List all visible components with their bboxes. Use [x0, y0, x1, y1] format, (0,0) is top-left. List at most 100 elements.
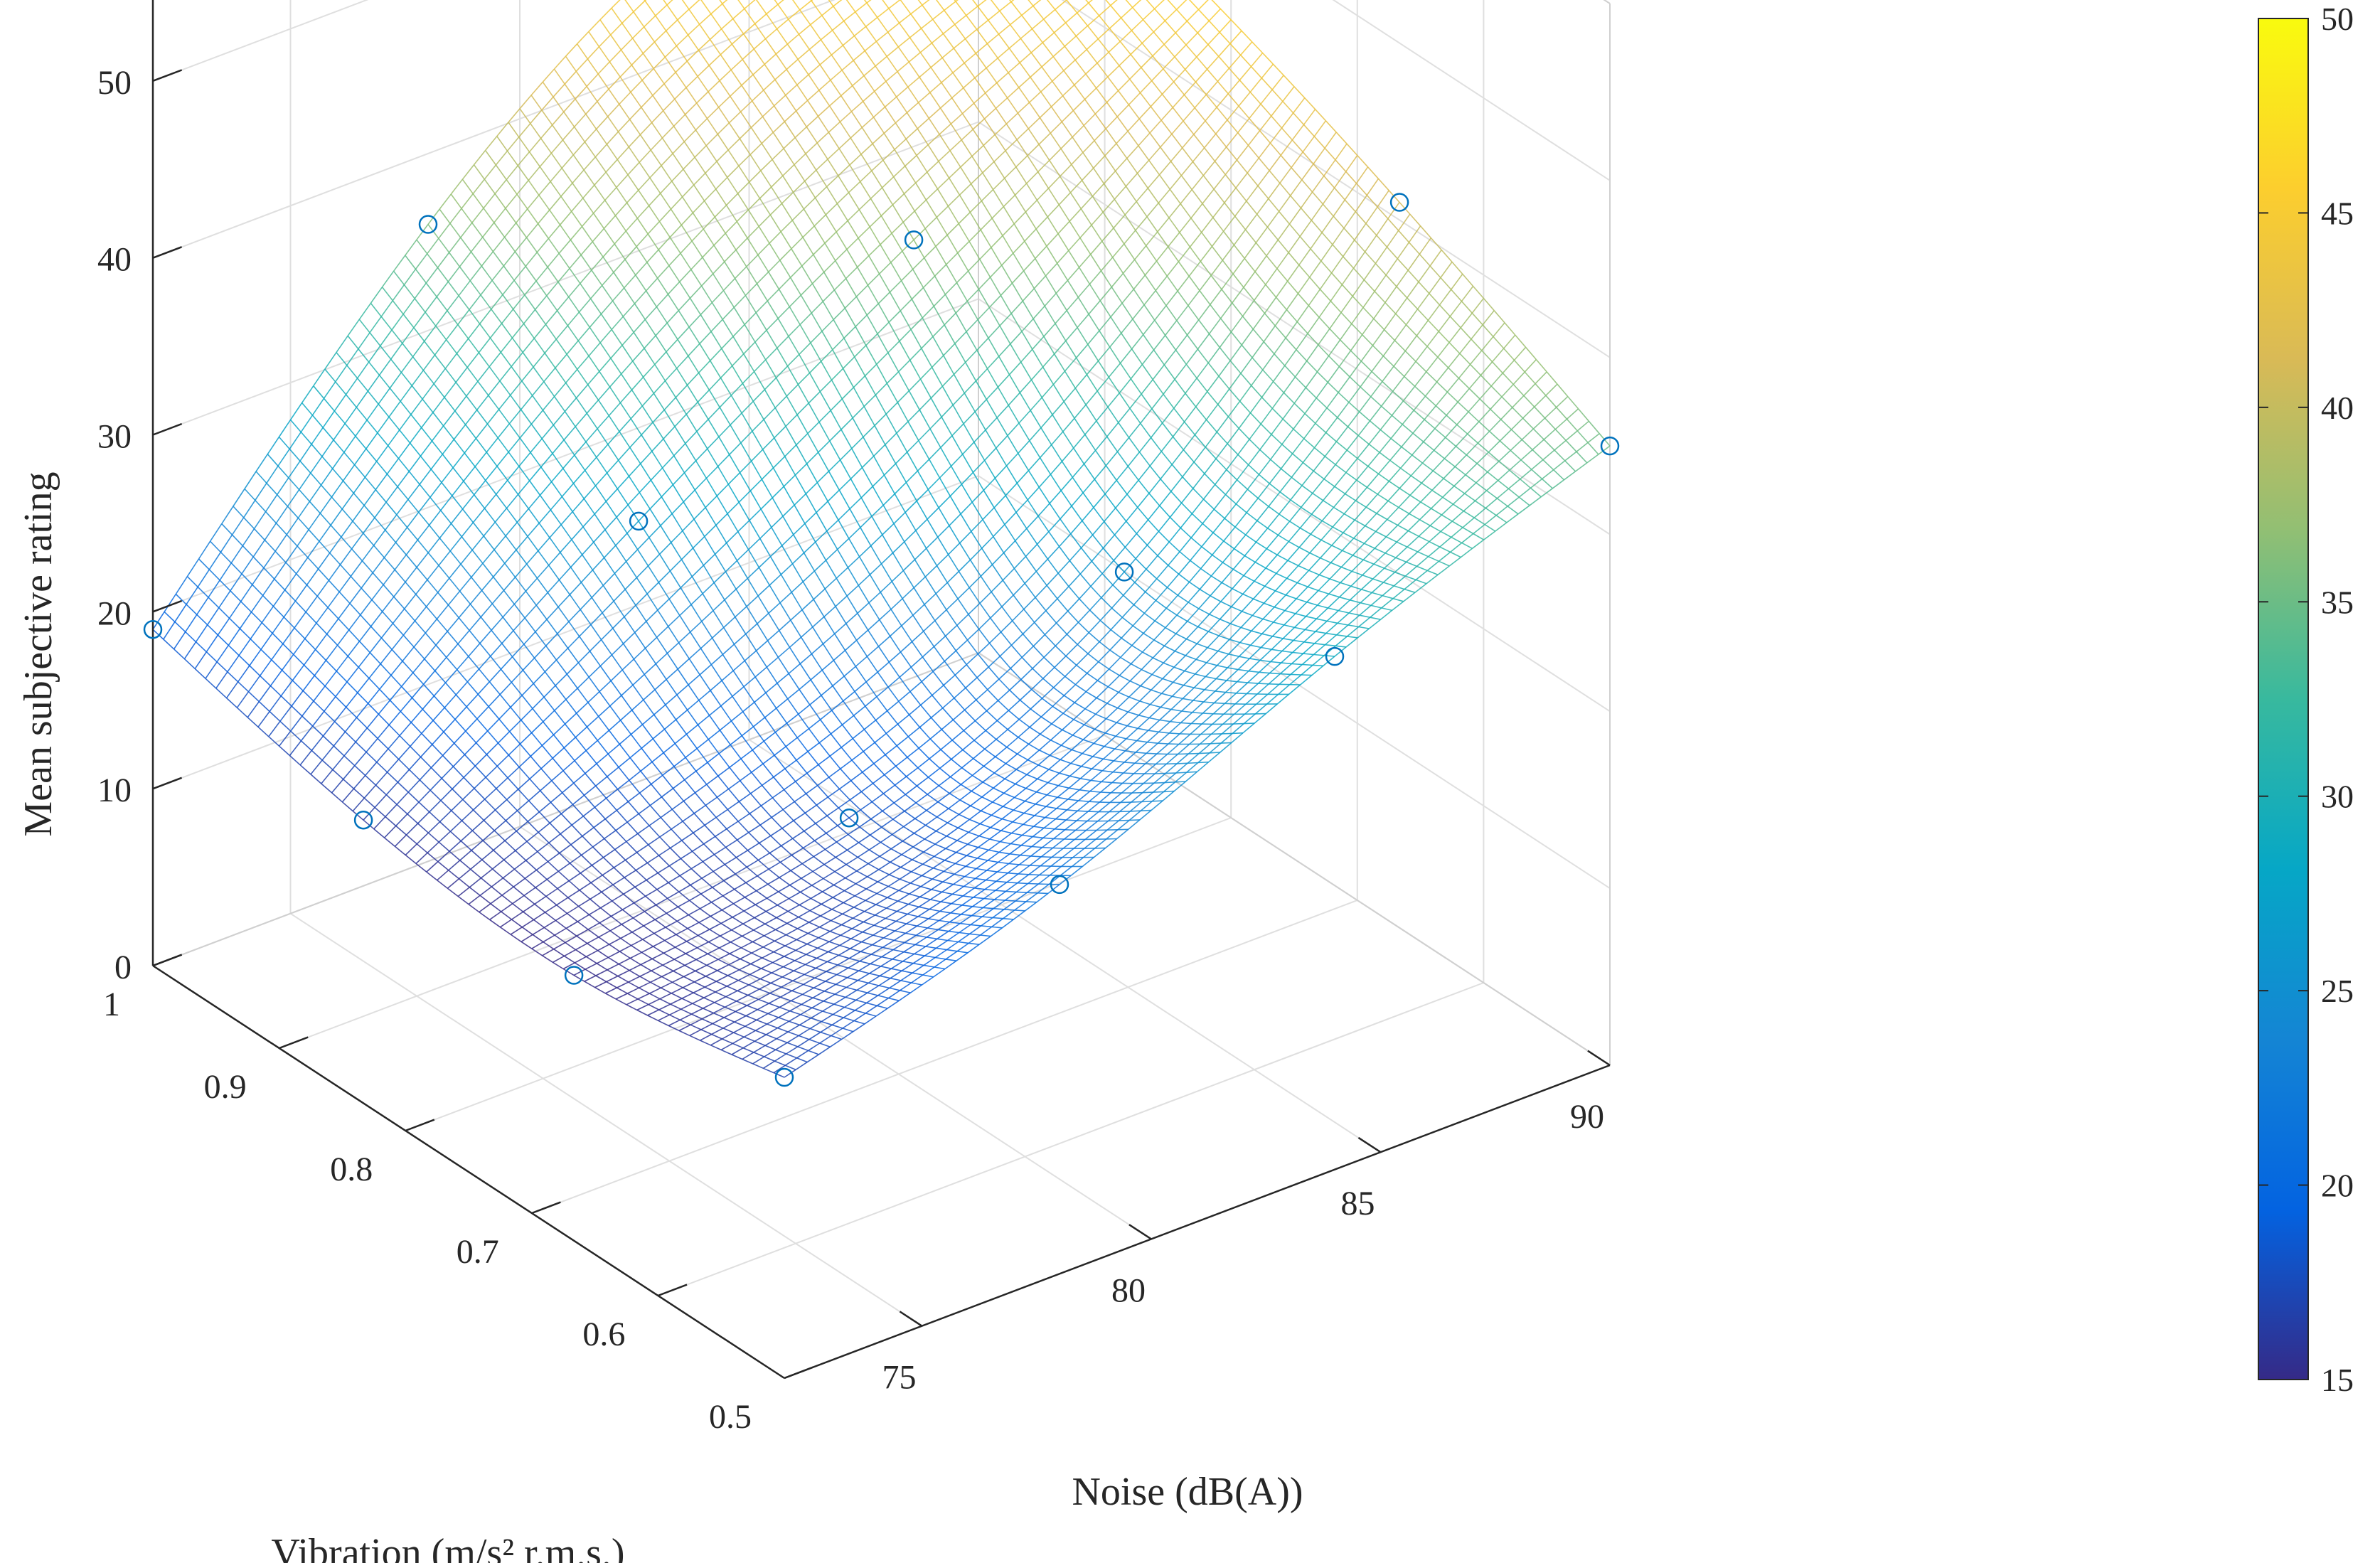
mesh-line — [1126, 727, 1138, 740]
mesh-line — [595, 776, 608, 786]
mesh-line — [1123, 762, 1136, 774]
mesh-line — [768, 602, 781, 614]
mesh-line — [540, 124, 553, 139]
mesh-line — [1298, 552, 1311, 567]
mesh-line — [1392, 375, 1405, 392]
mesh-line — [1124, 752, 1136, 763]
mesh-line — [1207, 375, 1220, 393]
mesh-line — [927, 785, 939, 795]
mesh-line — [661, 125, 675, 139]
mesh-line — [521, 919, 534, 928]
mesh-line — [1082, 140, 1095, 154]
mesh-line — [774, 934, 786, 942]
mesh-line — [951, 885, 964, 895]
mesh-line — [901, 269, 914, 282]
mesh-line — [859, 545, 872, 558]
mesh-line — [791, 581, 804, 593]
mesh-line — [794, 954, 807, 961]
mesh-line — [452, 777, 464, 790]
mesh-line — [701, 870, 714, 879]
mesh-line — [986, 861, 999, 871]
mesh-line — [1037, 883, 1050, 894]
mesh-line — [1120, 792, 1133, 804]
mesh-line — [791, 847, 804, 856]
mesh-line — [578, 905, 589, 915]
mesh-line — [745, 283, 758, 297]
mesh-line — [1350, 575, 1363, 587]
mesh-line — [653, 380, 666, 394]
mesh-line — [1318, 562, 1332, 575]
mesh-line — [929, 901, 941, 910]
mesh-line — [355, 727, 368, 742]
mesh-line — [1248, 449, 1261, 466]
mesh-line — [682, 184, 695, 198]
mesh-line — [730, 711, 744, 722]
mesh-line — [1038, 740, 1052, 751]
mesh-line — [321, 783, 333, 794]
mesh-line — [857, 849, 870, 858]
mesh-line — [796, 1050, 809, 1059]
mesh-line — [269, 710, 281, 722]
mesh-line — [539, 152, 553, 167]
mesh-line — [1377, 190, 1389, 208]
mesh-line — [1496, 488, 1510, 499]
mesh-line — [501, 903, 513, 912]
mesh-line — [708, 935, 721, 943]
mesh-line — [343, 741, 356, 757]
mesh-line — [793, 181, 806, 193]
mesh-line — [217, 634, 229, 646]
mesh-line — [469, 265, 482, 282]
mesh-line — [956, 952, 968, 961]
mesh-line — [871, 504, 884, 517]
mesh-line — [1338, 350, 1352, 367]
mesh-line — [481, 859, 493, 870]
mesh-line — [507, 466, 520, 481]
mesh-line — [1323, 486, 1335, 501]
mesh-line — [668, 252, 681, 267]
mesh-line — [669, 559, 683, 572]
mesh-line — [649, 987, 661, 994]
mesh-line — [1204, 458, 1217, 474]
mesh-line — [809, 361, 822, 373]
mesh-line — [1466, 442, 1478, 456]
mesh-line — [301, 700, 314, 717]
mesh-line — [332, 452, 345, 469]
mesh-line — [690, 1024, 702, 1030]
mesh-line — [1175, 21, 1188, 33]
mesh-line — [764, 377, 777, 390]
mesh-line — [971, 907, 983, 917]
mesh-line — [882, 784, 895, 794]
mesh-line — [976, 337, 989, 351]
mesh-line — [708, 377, 722, 390]
mesh-line — [818, 440, 831, 453]
mesh-line — [1005, 882, 1018, 892]
mesh-line — [664, 934, 677, 941]
mesh-line — [796, 728, 809, 738]
mesh-line — [471, 830, 484, 841]
mesh-line — [1210, 260, 1223, 276]
mesh-line — [1141, 349, 1155, 365]
mesh-line — [636, 205, 650, 219]
mesh-line — [1490, 396, 1503, 410]
mesh-line — [834, 986, 847, 995]
mesh-line — [646, 249, 659, 263]
mesh-line — [238, 681, 250, 693]
mesh-line — [722, 1032, 735, 1040]
mesh-line — [1327, 597, 1340, 609]
mesh-line — [420, 440, 433, 457]
mesh-line — [1193, 447, 1206, 463]
mesh-line — [1015, 499, 1028, 513]
mesh-line — [1168, 722, 1182, 734]
mesh-line — [1170, 476, 1183, 492]
mesh-line — [1110, 0, 1118, 6]
mesh-line — [983, 756, 996, 767]
mesh-line — [1036, 188, 1050, 201]
mesh-line — [412, 658, 425, 673]
mesh-line — [690, 1018, 703, 1025]
mesh-line — [174, 604, 187, 622]
mesh-line — [534, 295, 548, 310]
mesh-line — [626, 189, 639, 203]
mesh-line — [588, 907, 602, 915]
mesh-line — [619, 734, 631, 745]
mesh-line — [221, 523, 233, 535]
